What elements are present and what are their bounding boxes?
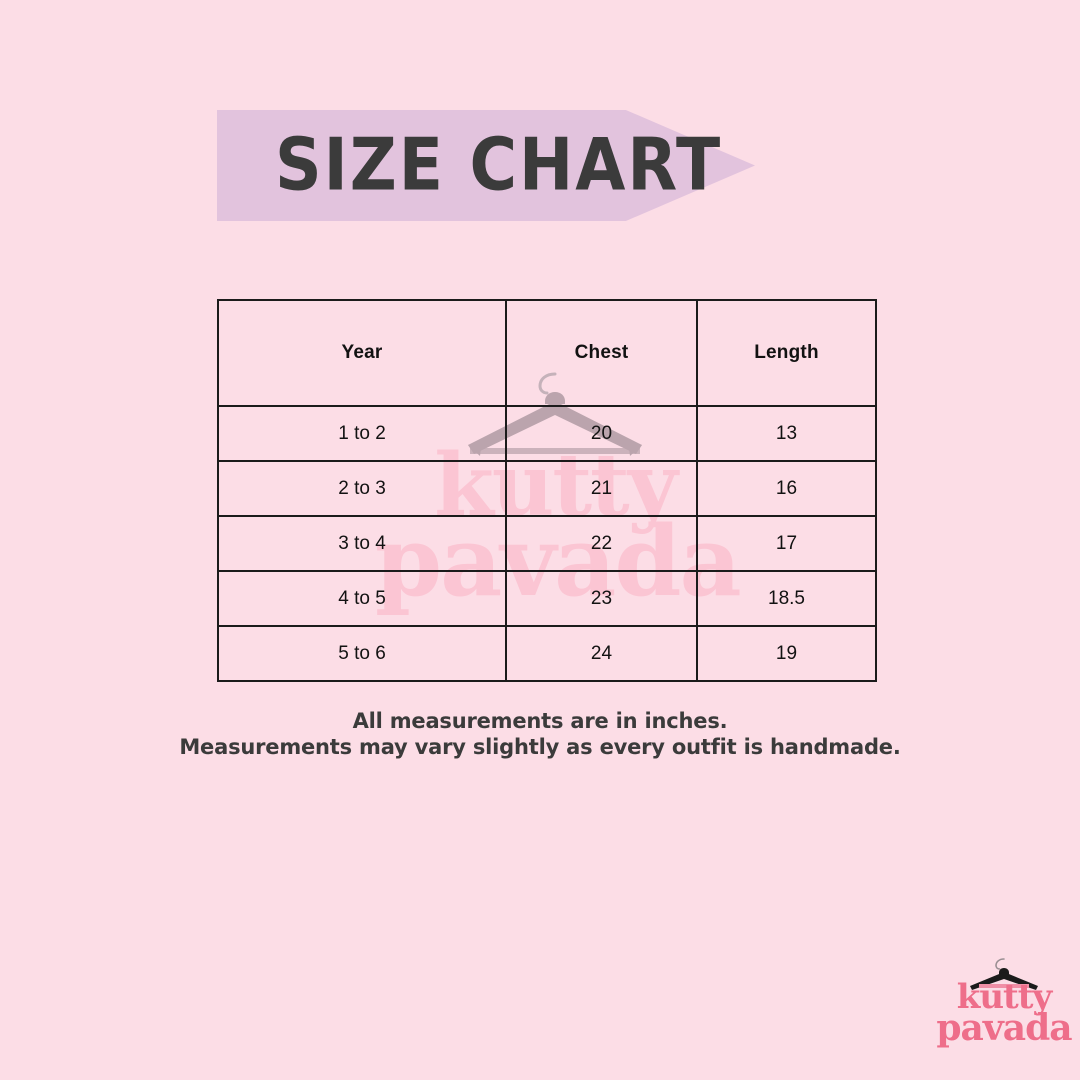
title-banner: SIZE CHART: [217, 110, 755, 221]
cell-year: 2 to 3: [217, 460, 507, 517]
cell-year: 3 to 4: [217, 515, 507, 572]
cell-chest: 20: [505, 405, 698, 462]
cell-length: 16: [696, 460, 877, 517]
cell-chest: 21: [505, 460, 698, 517]
cell-year: 5 to 6: [217, 625, 507, 682]
column-header-year: Year: [217, 299, 507, 407]
measurement-notes: All measurements are in inches. Measurem…: [0, 708, 1080, 761]
table-header-row: Year Chest Length: [217, 299, 877, 407]
hanger-icon: [970, 958, 1038, 990]
cell-chest: 22: [505, 515, 698, 572]
column-header-chest: Chest: [505, 299, 698, 407]
table-row: 5 to 6 24 19: [217, 625, 877, 682]
note-line-2: Measurements may vary slightly as every …: [179, 735, 901, 760]
logo-text: kutty pavada: [934, 977, 1074, 1049]
cell-length: 19: [696, 625, 877, 682]
cell-year: 4 to 5: [217, 570, 507, 627]
table-row: 2 to 3 21 16: [217, 460, 877, 517]
column-header-length: Length: [696, 299, 877, 407]
table-row: 4 to 5 23 18.5: [217, 570, 877, 627]
cell-length: 18.5: [696, 570, 877, 627]
cell-chest: 24: [505, 625, 698, 682]
table-row: 1 to 2 20 13: [217, 405, 877, 462]
banner-arrow-shape: [217, 110, 755, 221]
cell-length: 17: [696, 515, 877, 572]
brand-logo: kutty pavada: [934, 957, 1074, 1062]
page-title: SIZE CHART: [275, 121, 723, 206]
note-line-1: All measurements are in inches.: [352, 709, 728, 733]
logo-line-2: pavada: [936, 1006, 1072, 1049]
cell-chest: 23: [505, 570, 698, 627]
cell-length: 13: [696, 405, 877, 462]
size-chart-table: Year Chest Length 1 to 2 20 13 2 to 3 21…: [217, 299, 877, 682]
cell-year: 1 to 2: [217, 405, 507, 462]
table-row: 3 to 4 22 17: [217, 515, 877, 572]
logo-line-1: kutty: [956, 977, 1052, 1017]
